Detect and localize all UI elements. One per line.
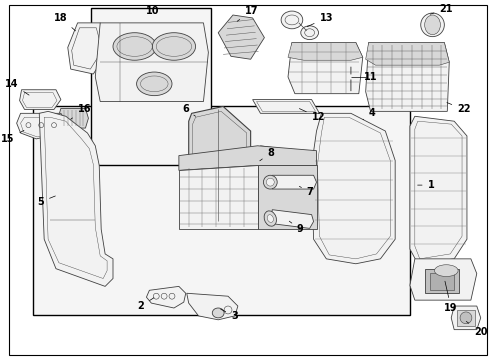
Polygon shape <box>270 210 314 228</box>
Text: 17: 17 <box>237 6 258 21</box>
Polygon shape <box>179 146 317 170</box>
Text: 19: 19 <box>444 281 458 313</box>
Ellipse shape <box>264 211 276 226</box>
Bar <box>425 269 459 293</box>
Polygon shape <box>253 100 319 113</box>
Polygon shape <box>95 23 208 102</box>
Polygon shape <box>410 116 467 264</box>
Polygon shape <box>366 42 449 65</box>
Ellipse shape <box>421 13 444 37</box>
Ellipse shape <box>301 26 318 40</box>
Polygon shape <box>58 108 88 128</box>
Polygon shape <box>288 42 363 94</box>
Bar <box>33 107 410 315</box>
Text: 18: 18 <box>54 13 75 31</box>
Polygon shape <box>187 293 238 320</box>
Ellipse shape <box>460 312 472 324</box>
Ellipse shape <box>152 33 196 60</box>
Polygon shape <box>179 166 258 229</box>
Ellipse shape <box>267 215 273 222</box>
Ellipse shape <box>212 308 224 318</box>
Polygon shape <box>218 15 265 59</box>
Polygon shape <box>261 146 317 168</box>
Polygon shape <box>17 113 66 139</box>
Text: 9: 9 <box>289 221 304 234</box>
Text: 12: 12 <box>299 109 325 122</box>
Ellipse shape <box>435 265 458 276</box>
Text: 1: 1 <box>417 180 434 190</box>
Polygon shape <box>147 286 186 308</box>
Ellipse shape <box>267 178 274 186</box>
Bar <box>91 8 211 166</box>
Ellipse shape <box>264 175 277 189</box>
Polygon shape <box>39 111 113 286</box>
Polygon shape <box>20 90 61 109</box>
Text: 16: 16 <box>71 104 91 119</box>
Text: 7: 7 <box>299 186 314 197</box>
Text: 8: 8 <box>260 148 274 161</box>
Text: 3: 3 <box>220 309 238 321</box>
Polygon shape <box>68 23 107 74</box>
Text: 22: 22 <box>447 103 470 114</box>
Polygon shape <box>288 42 363 60</box>
Polygon shape <box>410 259 477 300</box>
Bar <box>430 273 454 290</box>
Text: 10: 10 <box>146 6 159 16</box>
Polygon shape <box>451 306 481 330</box>
Polygon shape <box>258 166 317 229</box>
Text: 11: 11 <box>364 72 377 82</box>
Text: 20: 20 <box>466 321 488 337</box>
Text: 21: 21 <box>430 4 453 14</box>
Polygon shape <box>189 107 251 224</box>
Ellipse shape <box>137 72 172 96</box>
Polygon shape <box>366 42 449 111</box>
Polygon shape <box>272 175 317 189</box>
Text: 4: 4 <box>363 108 375 120</box>
Text: 5: 5 <box>37 196 55 207</box>
Bar <box>457 310 475 326</box>
Text: 13: 13 <box>307 13 333 27</box>
Polygon shape <box>312 113 395 264</box>
Ellipse shape <box>425 15 441 35</box>
Text: 14: 14 <box>5 79 29 95</box>
Text: 2: 2 <box>138 298 154 311</box>
Text: 6: 6 <box>182 104 196 116</box>
Text: 15: 15 <box>1 130 24 144</box>
Ellipse shape <box>113 33 156 60</box>
Ellipse shape <box>281 11 303 29</box>
